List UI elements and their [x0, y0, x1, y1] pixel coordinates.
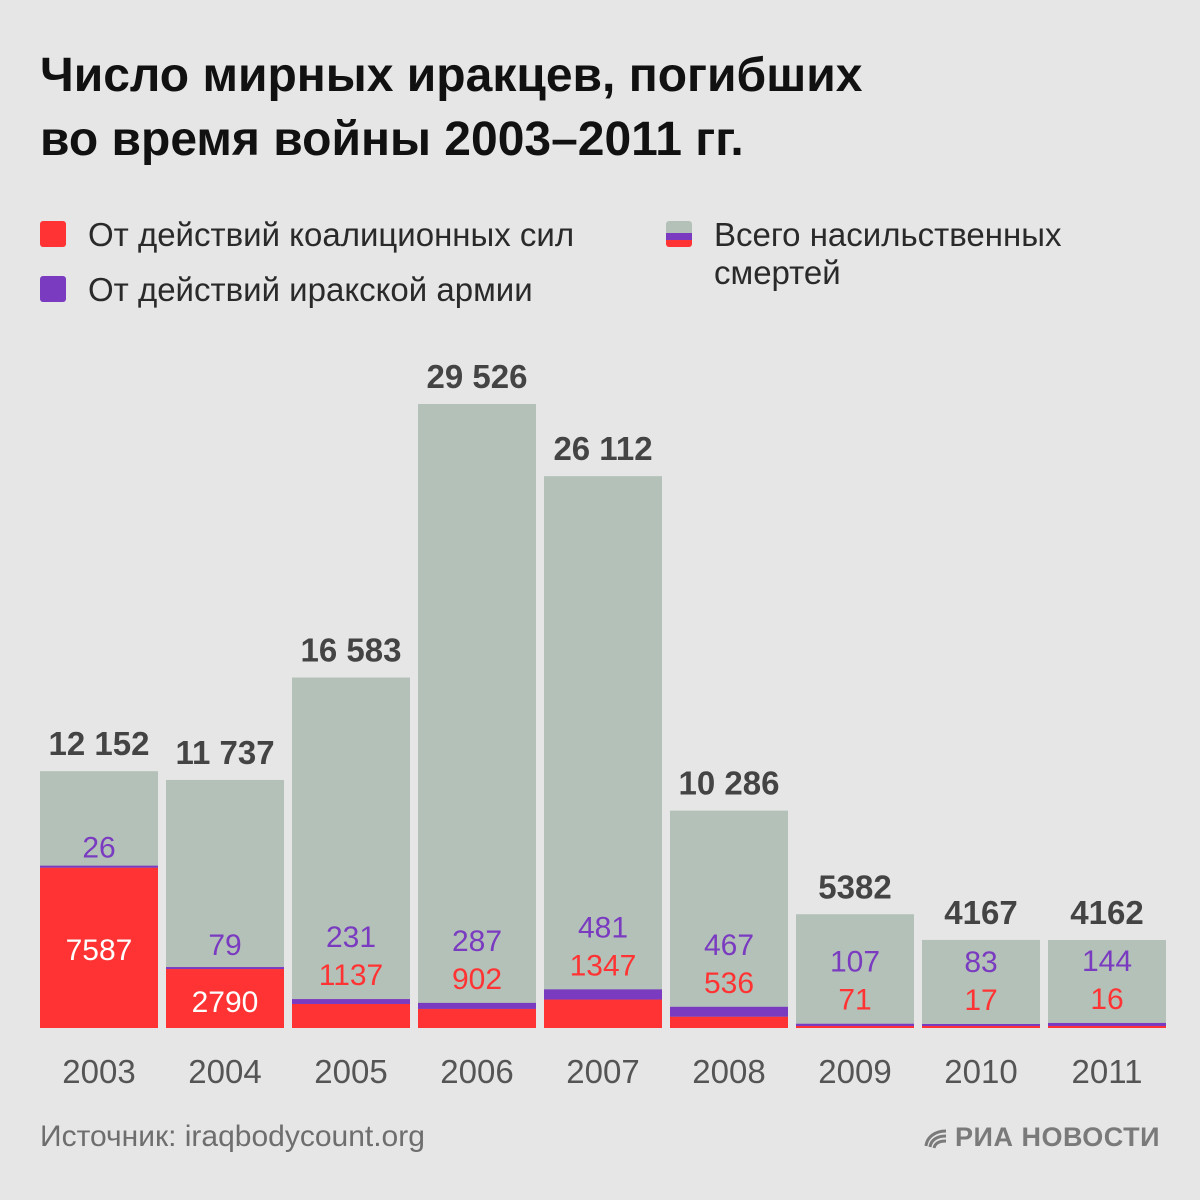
- iraqi-army-label-2010: 83: [964, 946, 997, 979]
- legend-swatch-iraqi-army: [40, 276, 66, 302]
- bar-iraqi-army-2003: [40, 865, 158, 868]
- total-label-2007: 26 112: [553, 430, 652, 467]
- iraqi-army-label-2008: 467: [704, 929, 754, 962]
- coalition-label-2009: 71: [838, 984, 871, 1017]
- bar-total-2009: [796, 914, 914, 1028]
- x-tick-label-2008: 2008: [692, 1053, 765, 1090]
- x-tick-label-2003: 2003: [62, 1053, 135, 1090]
- iraqi-army-label-2007: 481: [578, 911, 628, 944]
- total-label-2003: 12 152: [49, 725, 150, 762]
- legend-label-total: Всего насильственных смертей: [714, 216, 1061, 292]
- bar-total-2006: [418, 404, 536, 1028]
- ria-novosti-logo: РИА НОВОСТИ: [923, 1122, 1160, 1153]
- x-tick-label-2004: 2004: [188, 1053, 261, 1090]
- bar-iraqi-army-2011: [1048, 1022, 1166, 1026]
- chart-title: Число мирных иракцев, погибших во время …: [40, 44, 1140, 172]
- bar-iraqi-army-2007: [544, 989, 662, 1000]
- bar-coalition-2009: [796, 1026, 914, 1028]
- x-tick-label-2010: 2010: [944, 1053, 1017, 1090]
- total-label-2011: 4162: [1070, 894, 1143, 931]
- bar-total-2010: [922, 939, 1040, 1028]
- legend-swatch-coalition: [40, 221, 66, 247]
- bar-total-2007: [544, 476, 662, 1028]
- bar-iraqi-army-2008: [670, 1006, 788, 1017]
- bar-total-2011: [1048, 940, 1166, 1028]
- x-tick-label-2006: 2006: [440, 1053, 513, 1090]
- x-tick-label-2011: 2011: [1072, 1053, 1143, 1090]
- coalition-label-2011: 16: [1090, 983, 1123, 1016]
- x-tick-label-2009: 2009: [818, 1053, 891, 1090]
- bar-coalition-2003: [40, 867, 158, 1028]
- source-note: Источник: iraqbodycount.org: [40, 1120, 425, 1153]
- total-label-2006: 29 526: [427, 358, 528, 395]
- bar-coalition-2006: [418, 1008, 536, 1028]
- coalition-label-2010: 17: [964, 984, 997, 1017]
- iraqi-army-label-2005: 231: [326, 921, 376, 954]
- bar-coalition-2010: [922, 1026, 1040, 1028]
- bar-coalition-2004: [166, 969, 284, 1028]
- total-label-2005: 16 583: [301, 632, 402, 669]
- ria-logo-icon: [924, 1129, 947, 1148]
- bar-chart: 12 152 7587 26 2003 11 737 2790 79 2004 16 583 11…: [40, 358, 1166, 1090]
- bar-coalition-2011: [1048, 1026, 1166, 1028]
- iraqi-army-label-2006: 287: [452, 925, 502, 958]
- iraqi-army-label-2009: 107: [830, 946, 880, 979]
- total-label-2009: 5382: [818, 868, 891, 905]
- iraqi-army-label-2011: 144: [1082, 945, 1132, 978]
- coalition-label-2007: 1347: [570, 949, 637, 982]
- total-label-2010: 4167: [944, 894, 1017, 931]
- total-label-2004: 11 737: [175, 734, 274, 771]
- bar-iraqi-army-2006: [418, 1002, 536, 1009]
- bar-iraqi-army-2005: [292, 999, 410, 1004]
- bar-iraqi-army-2004: [166, 967, 284, 970]
- legend-label-iraqi-army: От действий иракской армии: [88, 271, 533, 308]
- coalition-label-2005: 1137: [319, 959, 384, 992]
- iraqi-army-label-2004: 79: [208, 929, 241, 962]
- bar-coalition-2007: [544, 999, 662, 1028]
- coalition-label-2004: 2790: [192, 986, 259, 1019]
- bar-iraqi-army-2010: [922, 1024, 1040, 1026]
- legend-label-coalition: От действий коалиционных сил: [88, 216, 575, 253]
- iraqi-army-label-2003: 26: [82, 832, 115, 865]
- coalition-label-2008: 536: [704, 967, 754, 1000]
- legend-label-total-line2: смертей: [714, 254, 841, 291]
- x-tick-label-2005: 2005: [314, 1053, 387, 1090]
- x-tick-label-2007: 2007: [566, 1053, 639, 1090]
- bar-total-2005: [292, 677, 410, 1028]
- total-label-2008: 10 286: [679, 765, 780, 802]
- coalition-label-2003: 7587: [66, 934, 133, 967]
- chart-title-line2: во время войны 2003–2011 гг.: [40, 113, 744, 166]
- logo-text: РИА НОВОСТИ: [955, 1122, 1160, 1152]
- legend-label-total-line1: Всего насильственных: [714, 216, 1062, 253]
- bar-coalition-2005: [292, 1003, 410, 1028]
- coalition-label-2006: 902: [452, 963, 502, 996]
- bar-total-2008: [670, 810, 788, 1028]
- chart-title-line1: Число мирных иракцев, погибших: [40, 49, 863, 102]
- legend-swatch-total: [666, 221, 692, 247]
- bar-coalition-2008: [670, 1016, 788, 1028]
- bar-iraqi-army-2009: [796, 1023, 914, 1026]
